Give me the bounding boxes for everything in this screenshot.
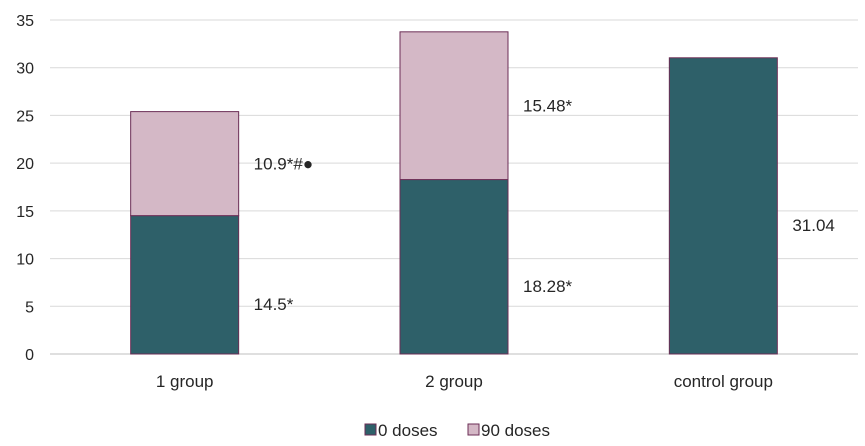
bar-90-doses-0 <box>130 111 240 217</box>
x-axis-categories: 1 group 2 group control group <box>156 372 773 391</box>
bars <box>130 31 778 355</box>
data-label: 18.28* <box>523 277 573 296</box>
bar-90-doses-1 <box>399 31 509 181</box>
bar-0-doses-2 <box>668 57 778 355</box>
data-label: 31.04 <box>792 216 835 235</box>
bar-0-doses-0 <box>130 215 240 355</box>
legend-swatch <box>467 423 480 436</box>
y-tick-label: 10 <box>16 252 34 269</box>
data-label: 15.48* <box>523 97 573 116</box>
y-tick-label: 20 <box>16 156 34 173</box>
data-labels: 14.5* 10.9*#● 18.28* 15.48* 31.04 <box>254 97 835 314</box>
y-tick-label: 30 <box>16 61 34 78</box>
bar-0-doses-1 <box>399 179 509 355</box>
y-tick-label: 35 <box>16 13 34 30</box>
legend-label: 90 doses <box>481 421 550 440</box>
legend: 0 doses 90 doses <box>364 421 550 440</box>
y-tick-label: 25 <box>16 108 34 125</box>
data-label: 14.5* <box>254 295 294 314</box>
y-axis-ticks: 0 5 10 15 20 25 30 35 <box>16 13 34 364</box>
y-tick-label: 0 <box>25 347 34 364</box>
y-tick-label: 5 <box>25 299 34 316</box>
x-category-label: 1 group <box>156 372 214 391</box>
x-category-label: control group <box>674 372 773 391</box>
legend-label: 0 doses <box>378 421 438 440</box>
legend-swatch <box>364 423 377 436</box>
data-label: 10.9*#● <box>254 155 313 174</box>
x-category-label: 2 group <box>425 372 483 391</box>
y-tick-label: 15 <box>16 204 34 221</box>
